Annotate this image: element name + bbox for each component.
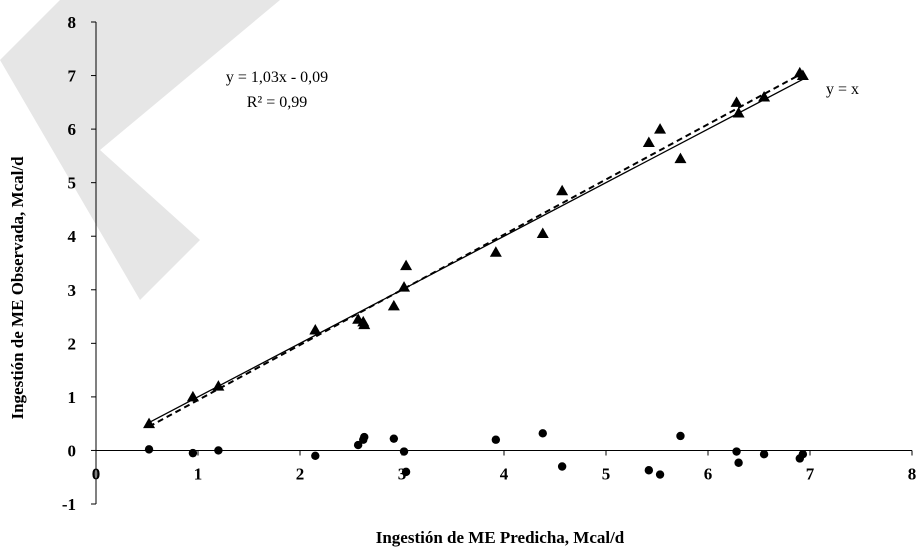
circle-point xyxy=(538,429,547,438)
y-tick-label: 0 xyxy=(68,441,77,460)
watermark-chevron xyxy=(0,0,280,300)
triangle-point xyxy=(654,123,667,134)
triangle-point xyxy=(400,259,413,271)
x-tick-label: 5 xyxy=(602,464,611,483)
x-tick-label: 0 xyxy=(92,464,101,483)
x-tick-label: 1 xyxy=(194,464,203,483)
x-tick-label: 8 xyxy=(908,464,917,483)
regression-equation-label: y = 1,03x - 0,09 xyxy=(226,69,328,86)
identity-line-label: y = x xyxy=(826,81,859,98)
y-tick-label: 8 xyxy=(68,13,77,32)
triangle-point xyxy=(358,318,371,330)
y-tick-label: 1 xyxy=(68,388,77,407)
circle-point xyxy=(759,449,769,459)
x-tick-label: 3 xyxy=(398,464,407,483)
x-tick-label: 4 xyxy=(500,464,509,483)
annotations: y = 1,03x - 0,09 R² = 0,99 y = x xyxy=(226,69,859,111)
y-tick-label: 5 xyxy=(68,174,77,193)
triangle-point xyxy=(309,323,322,335)
circle-point xyxy=(644,466,654,475)
triangle-point xyxy=(212,380,225,391)
y-tick-label: 7 xyxy=(68,67,77,86)
circle-point xyxy=(557,462,567,471)
triangle-point xyxy=(556,184,569,196)
circle-point xyxy=(353,440,363,450)
plot-area: -1 0 1 2 3 4 5 6 7 8 0 1 2 3 4 5 6 7 8 xyxy=(62,13,916,514)
triangle-point xyxy=(186,390,199,402)
y-tick-label: -1 xyxy=(62,495,76,514)
circle-point xyxy=(214,446,223,455)
triangle-point xyxy=(730,96,743,107)
circle-point xyxy=(734,458,743,467)
circle-point xyxy=(655,470,665,479)
circle-point xyxy=(399,447,409,456)
identity-line xyxy=(148,78,804,424)
x-tick-label: 2 xyxy=(296,464,305,483)
triangle-point xyxy=(642,136,655,147)
circle-point xyxy=(491,435,501,444)
triangle-point xyxy=(796,69,809,81)
regression-line xyxy=(148,72,804,428)
y-tick-label: 3 xyxy=(68,281,77,300)
y-tick-label: 4 xyxy=(68,227,77,246)
circle-point xyxy=(676,431,685,441)
triangle-point xyxy=(758,90,771,102)
circle-point xyxy=(389,434,399,443)
y-tick-label: 6 xyxy=(68,120,77,139)
triangle-point xyxy=(489,246,502,257)
y-tick-label: 2 xyxy=(68,334,77,353)
circle-point xyxy=(798,449,808,459)
circle-point xyxy=(144,445,154,454)
triangle-point xyxy=(536,227,549,239)
triangle-point xyxy=(674,152,687,164)
y-axis-title: Ingestión de ME Observada, Mcal/d xyxy=(8,156,27,420)
circle-point xyxy=(311,451,320,460)
circle-point xyxy=(188,448,198,458)
triangle-point xyxy=(398,281,411,292)
triangle-point xyxy=(387,299,400,311)
x-tick-label: 7 xyxy=(806,464,815,483)
circle-point xyxy=(360,432,369,442)
circle-point xyxy=(732,447,741,456)
x-tick-label: 6 xyxy=(704,464,713,483)
x-axis-title: Ingestión de ME Predicha, Mcal/d xyxy=(376,528,625,547)
circle-point xyxy=(401,467,411,477)
triangle-point xyxy=(732,107,745,118)
triangle-point xyxy=(143,417,156,429)
r-squared-label: R² = 0,99 xyxy=(247,94,308,111)
